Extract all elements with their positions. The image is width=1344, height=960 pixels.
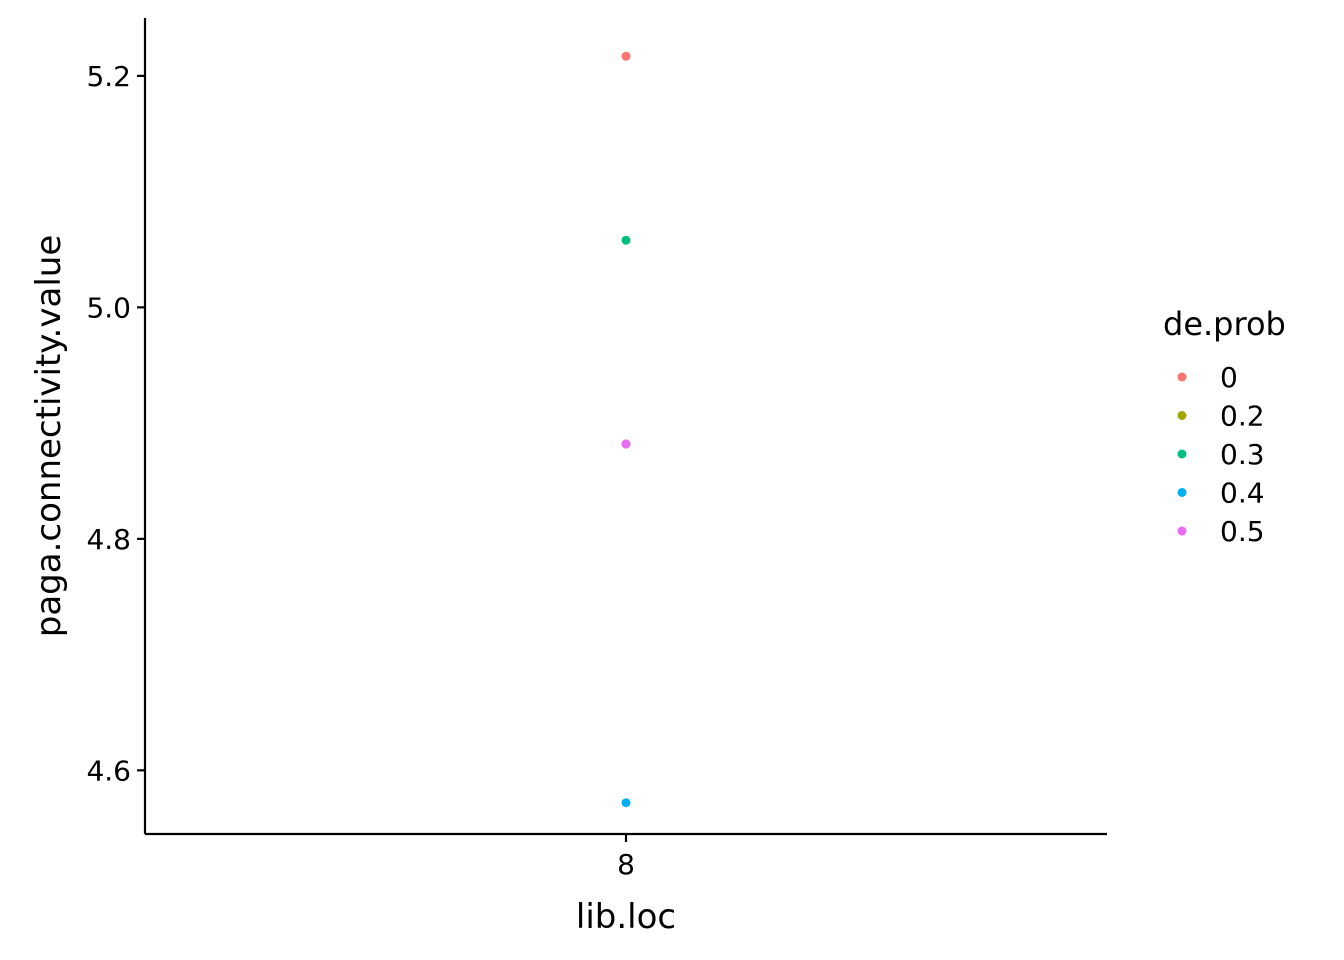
data-point (622, 798, 631, 807)
legend: de.prob 0 0.2 0.3 0.4 0.5 (1163, 305, 1286, 548)
legend-key (1178, 411, 1187, 420)
axes (145, 18, 1107, 834)
data-point (622, 52, 631, 61)
legend-label: 0.2 (1220, 400, 1265, 433)
legend-key (1178, 527, 1187, 536)
legend-label: 0.5 (1220, 515, 1265, 548)
data-point (622, 439, 631, 448)
y-tick-label: 4.6 (86, 754, 131, 787)
y-axis-ticks: 4.6 4.8 5.0 5.2 (86, 60, 145, 787)
x-axis-ticks: 8 (617, 834, 635, 881)
y-tick-label: 5.0 (86, 291, 131, 324)
legend-title: de.prob (1163, 305, 1286, 343)
legend-label: 0.4 (1220, 477, 1265, 510)
y-tick-label: 5.2 (86, 60, 131, 93)
y-tick-label: 4.8 (86, 523, 131, 556)
legend-key (1178, 373, 1187, 382)
data-points (622, 52, 631, 808)
legend-label: 0.3 (1220, 438, 1265, 471)
legend-label: 0 (1220, 361, 1238, 394)
legend-key (1178, 450, 1187, 459)
y-axis-title: paga.connectivity.value (29, 235, 69, 637)
x-axis-title: lib.loc (576, 897, 676, 937)
legend-key (1178, 488, 1187, 497)
data-point (622, 236, 631, 245)
legend-items: 0 0.2 0.3 0.4 0.5 (1178, 361, 1265, 548)
x-tick-label: 8 (617, 848, 635, 881)
